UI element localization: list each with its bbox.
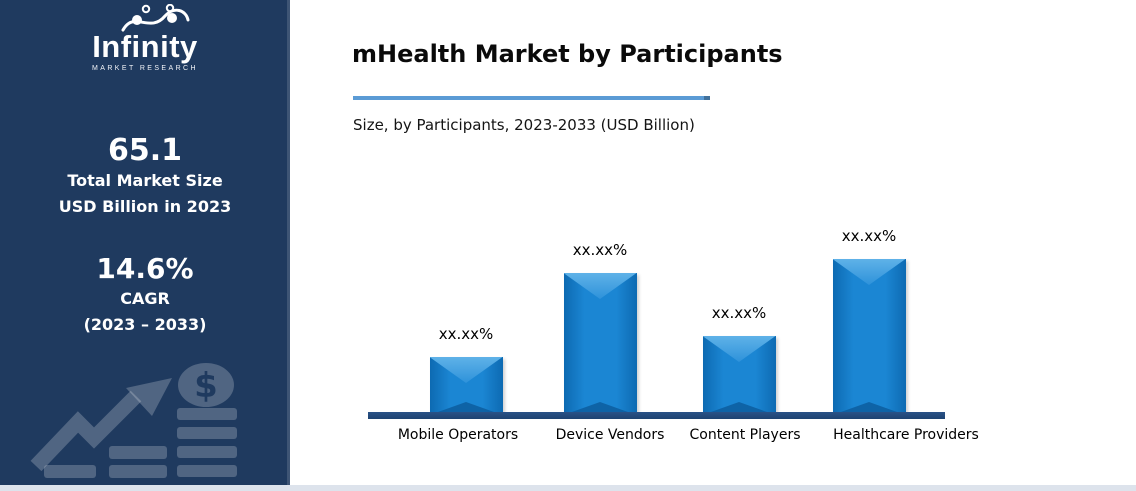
dollar-sign-icon: $ — [194, 366, 218, 406]
infinity-swirl-icon — [121, 4, 190, 32]
market-size-label-line2: USD Billion in 2023 — [58, 197, 232, 216]
bar-group-mobile-operators: xx.xx% — [396, 325, 536, 415]
bar-group-content-players: xx.xx% — [669, 304, 809, 415]
category-label-healthcare-providers: Healthcare Providers — [833, 427, 979, 443]
category-label-content-players: Content Players — [689, 427, 801, 443]
sidebar: Infinity MARKET RESEARCH 65.1 Total Mark… — [0, 0, 290, 485]
title-underline — [353, 96, 710, 100]
cagr-value: 14.6% — [96, 252, 194, 285]
category-label-mobile-operators: Mobile Operators — [397, 427, 519, 443]
chart-subtitle: Size, by Participants, 2023-2033 (USD Bi… — [353, 116, 695, 134]
total-market-size-stat: 65.1 Total Market Size USD Billion in 20… — [0, 134, 290, 220]
brand-tagline: MARKET RESEARCH — [92, 65, 198, 72]
x-axis-line — [368, 412, 945, 419]
cagr-stat: 14.6% CAGR (2023 – 2033) — [0, 252, 290, 338]
bar-group-device-vendors: xx.xx% — [530, 241, 670, 415]
growth-chart-icon: $ — [30, 363, 237, 478]
bar-content-players — [702, 336, 776, 415]
cagr-label: CAGR — [120, 289, 170, 308]
brand-logo: Infinity MARKET RESEARCH — [0, 0, 290, 90]
market-size-value: 65.1 — [107, 133, 183, 168]
bar-value-label: xx.xx% — [841, 227, 897, 245]
market-size-label-line1: Total Market Size — [67, 171, 223, 190]
category-label-device-vendors: Device Vendors — [555, 427, 665, 443]
bar-device-vendors — [563, 273, 637, 415]
bar-value-label: xx.xx% — [438, 325, 494, 343]
bar-mobile-operators — [429, 357, 503, 415]
cagr-period: (2023 – 2033) — [83, 315, 207, 334]
bar-value-label: xx.xx% — [711, 304, 767, 322]
page-title: mHealth Market by Participants — [352, 40, 783, 68]
bar-value-label: xx.xx% — [572, 241, 628, 259]
bottom-accent-strip — [0, 485, 1136, 491]
bar-healthcare-providers — [832, 259, 906, 415]
bar-group-healthcare-providers: xx.xx% — [799, 227, 939, 415]
brand-name: Infinity — [92, 29, 198, 64]
